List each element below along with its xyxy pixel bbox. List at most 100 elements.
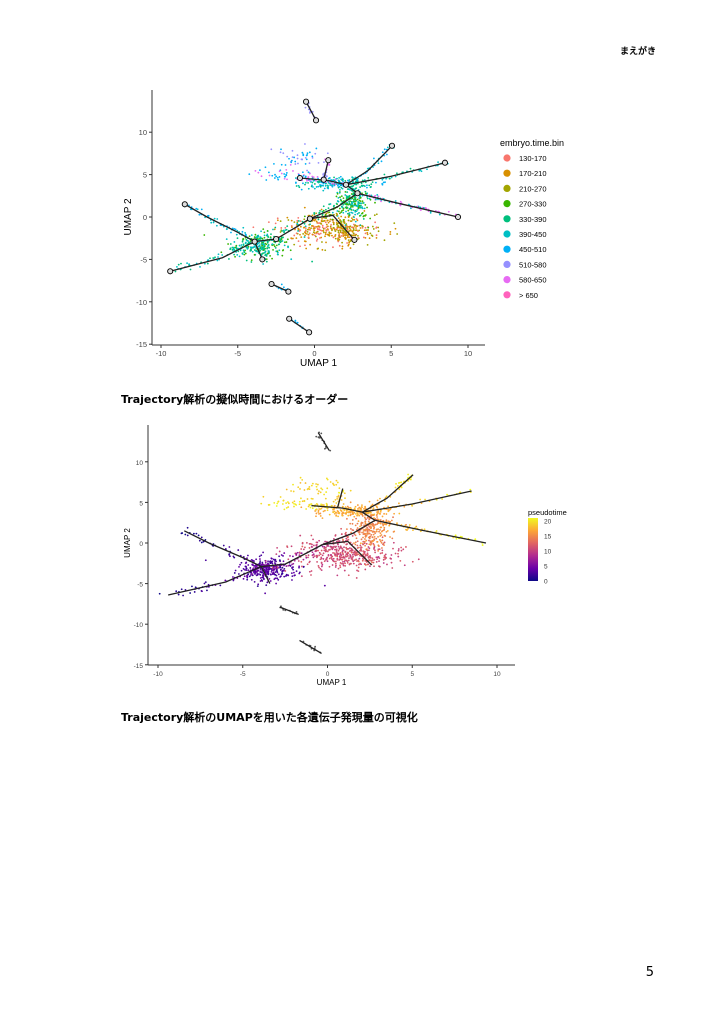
cell-point (336, 558, 339, 561)
cell-point (323, 187, 326, 190)
cell-point (363, 540, 365, 543)
cell-point (285, 173, 288, 176)
cell-point (261, 580, 264, 582)
y-tick-label: -5 (137, 582, 143, 589)
cell-point (362, 215, 365, 218)
cell-point (369, 565, 371, 568)
cell-point (348, 179, 351, 181)
cell-point (215, 224, 218, 227)
cell-point (334, 183, 337, 186)
cell-point (303, 236, 306, 238)
cell-point (398, 481, 401, 484)
cell-point (266, 252, 269, 255)
cell-point (291, 563, 293, 566)
cell-point (366, 231, 369, 234)
cell-point (209, 257, 211, 260)
cell-point (332, 226, 335, 229)
cell-point (186, 526, 189, 529)
trajectory-line (345, 145, 393, 186)
cell-point (345, 227, 348, 230)
cell-point (274, 222, 277, 225)
cell-point (359, 227, 362, 229)
cell-point (391, 537, 394, 540)
cell-point (307, 181, 309, 184)
cell-point (341, 177, 344, 180)
cell-point (277, 573, 280, 576)
cell-point (342, 231, 345, 234)
cell-point (315, 483, 317, 485)
cell-point (390, 519, 393, 522)
cell-point (286, 238, 289, 241)
cell-point (366, 526, 369, 529)
cell-point (383, 239, 386, 242)
cell-point (315, 186, 318, 188)
figure-caption-2: Trajectory解析のUMAPを用いた各遺伝子発現量の可視化 (121, 711, 418, 724)
trajectory-line (305, 101, 317, 121)
cell-point (352, 551, 355, 554)
cell-point (304, 230, 307, 232)
cell-point (371, 536, 374, 539)
cell-point (408, 524, 411, 526)
cell-point (277, 500, 280, 503)
cell-point (268, 246, 270, 249)
cell-point (368, 539, 370, 542)
cell-point (327, 207, 330, 210)
cell-point (259, 580, 262, 582)
cell-point (392, 547, 394, 550)
cell-point (272, 566, 275, 569)
cell-point (363, 207, 366, 210)
cell-point (196, 208, 199, 211)
cell-point (361, 212, 363, 215)
cell-point (324, 221, 327, 224)
cell-point (305, 508, 308, 510)
cell-point (337, 231, 340, 234)
cell-point (321, 554, 324, 557)
cell-point (349, 547, 351, 549)
legend-swatch (503, 169, 511, 177)
cell-point (270, 233, 272, 235)
cell-point (362, 201, 365, 204)
cell-point (180, 532, 183, 535)
cell-point (319, 210, 321, 212)
cell-point (340, 533, 343, 535)
cell-point (392, 541, 395, 544)
cell-point (279, 231, 282, 233)
cell-point (371, 503, 374, 506)
cell-point (299, 481, 302, 484)
cell-point (259, 573, 262, 576)
cell-point (245, 561, 248, 564)
cell-point (262, 572, 265, 575)
cell-point (343, 556, 346, 559)
cell-point (336, 557, 339, 560)
cell-point (424, 498, 426, 501)
cell-point (276, 571, 279, 574)
cell-point (328, 565, 331, 568)
cell-point (299, 245, 301, 248)
cell-point (407, 473, 410, 476)
cell-point (417, 205, 420, 208)
cell-point (326, 228, 329, 230)
cell-point (272, 228, 274, 231)
cell-point (320, 432, 323, 435)
cell-point (375, 537, 378, 540)
cell-point (250, 246, 253, 249)
cell-point (278, 555, 281, 558)
cell-point (335, 202, 338, 205)
cell-point (356, 527, 359, 529)
cell-point (340, 211, 342, 214)
cell-point (307, 228, 310, 231)
cell-point (316, 227, 319, 230)
cell-point (365, 518, 367, 521)
cell-point (383, 173, 386, 176)
cell-point (189, 592, 192, 594)
cell-point (396, 172, 398, 175)
cell-point (308, 232, 311, 235)
cell-point (289, 249, 292, 252)
cell-point (321, 241, 323, 243)
cell-point (319, 237, 321, 239)
cell-point (276, 566, 279, 569)
cell-point (353, 216, 355, 219)
trajectory-node (441, 159, 449, 166)
cell-point (293, 571, 295, 574)
cell-point (257, 171, 260, 174)
